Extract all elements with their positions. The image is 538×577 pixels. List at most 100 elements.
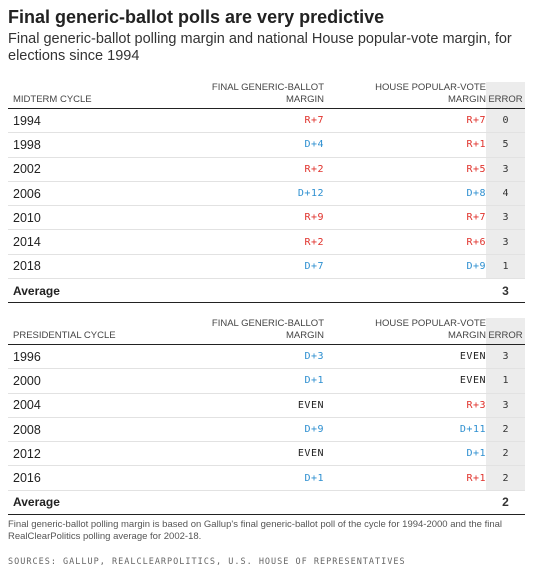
- presidential-ballot-margin-cell: D+1: [188, 465, 324, 491]
- midterm-year-cell: 2010: [8, 205, 188, 231]
- midterm-ballot-margin-cell: D+7: [188, 254, 324, 280]
- midterm-year-cell: 1994: [8, 108, 188, 134]
- presidential-header-row: PRESIDENTIAL CYCLE FINAL GENERIC-BALLOT …: [8, 318, 525, 345]
- midterm-row: 2014 R+2 R+6 3: [8, 229, 525, 255]
- presidential-row: 1996 D+3 EVEN 3: [8, 344, 525, 370]
- presidential-error-cell: 2: [486, 417, 525, 443]
- presidential-average-row: Average 2: [8, 490, 525, 516]
- midterm-row: 1998 D+4 R+1 5: [8, 132, 525, 158]
- presidential-year-cell: 2004: [8, 393, 188, 418]
- presidential-average-blank-2: [324, 490, 486, 516]
- midterm-ballot-margin-cell: R+9: [188, 205, 324, 231]
- presidential-vote-margin-cell: D+11: [324, 417, 486, 443]
- presidential-ballot-header-line1: FINAL GENERIC-BALLOT: [211, 318, 324, 329]
- presidential-ballot-margin-cell: D+3: [188, 344, 324, 370]
- presidential-row: 2004 EVEN R+3 3: [8, 393, 525, 418]
- presidential-vote-margin-cell: R+1: [324, 465, 486, 491]
- presidential-ballot-margin-cell: D+9: [188, 417, 324, 443]
- presidential-cycle-header: PRESIDENTIAL CYCLE: [13, 330, 116, 341]
- midterm-average-blank-1: [188, 278, 324, 304]
- midterm-ballot-margin-cell: R+2: [188, 229, 324, 255]
- presidential-ballot-margin-cell: EVEN: [188, 393, 324, 418]
- presidential-year-cell: 2016: [8, 465, 188, 491]
- presidential-row: 2012 EVEN D+1 2: [8, 441, 525, 467]
- midterm-row: 2002 R+2 R+5 3: [8, 157, 525, 182]
- midterm-error-header: ERROR: [486, 82, 525, 109]
- midterm-ballot-header-line2: MARGIN: [286, 94, 324, 105]
- presidential-error-header: ERROR: [486, 318, 525, 345]
- presidential-year-cell: 2012: [8, 441, 188, 467]
- midterm-ballot-header: FINAL GENERIC-BALLOT MARGIN: [188, 82, 324, 109]
- presidential-year-cell: 2000: [8, 368, 188, 394]
- presidential-error-cell: 2: [486, 465, 525, 491]
- midterm-average-label: Average: [8, 278, 188, 304]
- presidential-ballot-header-line2: MARGIN: [286, 330, 324, 341]
- presidential-error-cell: 2: [486, 441, 525, 467]
- footnote: Final generic-ballot polling margin is b…: [8, 519, 502, 542]
- midterm-ballot-margin-cell: R+2: [188, 157, 324, 182]
- presidential-row: 2016 D+1 R+1 2: [8, 465, 525, 491]
- presidential-ballot-margin-cell: EVEN: [188, 441, 324, 467]
- midterm-ballot-header-line1: FINAL GENERIC-BALLOT: [211, 82, 324, 93]
- midterm-rows: 1994 R+7 R+7 0 1998 D+4 R+1 5 2002 R+2 R+5 3 2006 D+1…: [8, 108, 525, 280]
- presidential-vote-header-line2: MARGIN: [448, 330, 486, 341]
- midterm-vote-margin-cell: R+5: [324, 157, 486, 182]
- presidential-ballot-header: FINAL GENERIC-BALLOT MARGIN: [188, 318, 324, 345]
- presidential-year-cell: 2008: [8, 417, 188, 443]
- midterm-average-row: Average 3: [8, 278, 525, 304]
- midterm-average-value: 3: [486, 278, 525, 304]
- midterm-error-cell: 0: [486, 108, 525, 134]
- midterm-vote-margin-cell: R+1: [324, 132, 486, 158]
- presidential-average-blank-1: [188, 490, 324, 516]
- midterm-vote-margin-cell: D+9: [324, 254, 486, 280]
- midterm-cycle-header: MIDTERM CYCLE: [13, 94, 92, 105]
- presidential-rows: 1996 D+3 EVEN 3 2000 D+1 EVEN 1 2004 EVEN R+3 3 2008…: [8, 344, 525, 491]
- midterm-ballot-margin-cell: R+7: [188, 108, 324, 134]
- midterm-error-cell: 3: [486, 205, 525, 231]
- midterm-error-cell: 5: [486, 132, 525, 158]
- presidential-error-cell: 1: [486, 368, 525, 394]
- midterm-error-cell: 3: [486, 157, 525, 182]
- midterm-vote-margin-cell: R+7: [324, 205, 486, 231]
- midterm-vote-margin-cell: R+7: [324, 108, 486, 134]
- presidential-vote-margin-cell: R+3: [324, 393, 486, 418]
- presidential-vote-margin-cell: EVEN: [324, 344, 486, 370]
- presidential-vote-margin-cell: EVEN: [324, 368, 486, 394]
- page-subtitle: Final generic-ballot polling margin and …: [8, 31, 512, 64]
- midterm-table: MIDTERM CYCLE FINAL GENERIC-BALLOT MARGI…: [8, 82, 525, 304]
- presidential-row: 2008 D+9 D+11 2: [8, 417, 525, 443]
- midterm-row: 2018 D+7 D+9 1: [8, 254, 525, 280]
- midterm-error-cell: 3: [486, 229, 525, 255]
- midterm-ballot-margin-cell: D+12: [188, 181, 324, 207]
- midterm-vote-header: HOUSE POPULAR-VOTE MARGIN: [324, 82, 486, 109]
- source-line: SOURCES: GALLUP, REALCLEARPOLITICS, U.S.…: [8, 557, 406, 567]
- presidential-year-cell: 1996: [8, 344, 188, 370]
- midterm-year-cell: 1998: [8, 132, 188, 158]
- midterm-ballot-margin-cell: D+4: [188, 132, 324, 158]
- presidential-average-value: 2: [486, 490, 525, 516]
- midterm-vote-header-line2: MARGIN: [448, 94, 486, 105]
- midterm-year-cell: 2018: [8, 254, 188, 280]
- midterm-error-cell: 4: [486, 181, 525, 207]
- midterm-year-cell: 2002: [8, 157, 188, 182]
- presidential-error-cell: 3: [486, 393, 525, 418]
- midterm-average-blank-2: [324, 278, 486, 304]
- midterm-row: 2006 D+12 D+8 4: [8, 181, 525, 207]
- presidential-ballot-margin-cell: D+1: [188, 368, 324, 394]
- page-title: Final generic-ballot polls are very pred…: [8, 7, 385, 27]
- presidential-average-label: Average: [8, 490, 188, 516]
- midterm-vote-margin-cell: D+8: [324, 181, 486, 207]
- presidential-row: 2000 D+1 EVEN 1: [8, 368, 525, 394]
- midterm-header-row: MIDTERM CYCLE FINAL GENERIC-BALLOT MARGI…: [8, 82, 525, 109]
- midterm-row: 1994 R+7 R+7 0: [8, 108, 525, 134]
- midterm-error-cell: 1: [486, 254, 525, 280]
- presidential-vote-header: HOUSE POPULAR-VOTE MARGIN: [324, 318, 486, 345]
- presidential-table: PRESIDENTIAL CYCLE FINAL GENERIC-BALLOT …: [8, 318, 525, 516]
- midterm-vote-margin-cell: R+6: [324, 229, 486, 255]
- presidential-vote-margin-cell: D+1: [324, 441, 486, 467]
- midterm-year-cell: 2006: [8, 181, 188, 207]
- presidential-vote-header-line1: HOUSE POPULAR-VOTE: [375, 318, 486, 329]
- midterm-row: 2010 R+9 R+7 3: [8, 205, 525, 231]
- midterm-vote-header-line1: HOUSE POPULAR-VOTE: [375, 82, 486, 93]
